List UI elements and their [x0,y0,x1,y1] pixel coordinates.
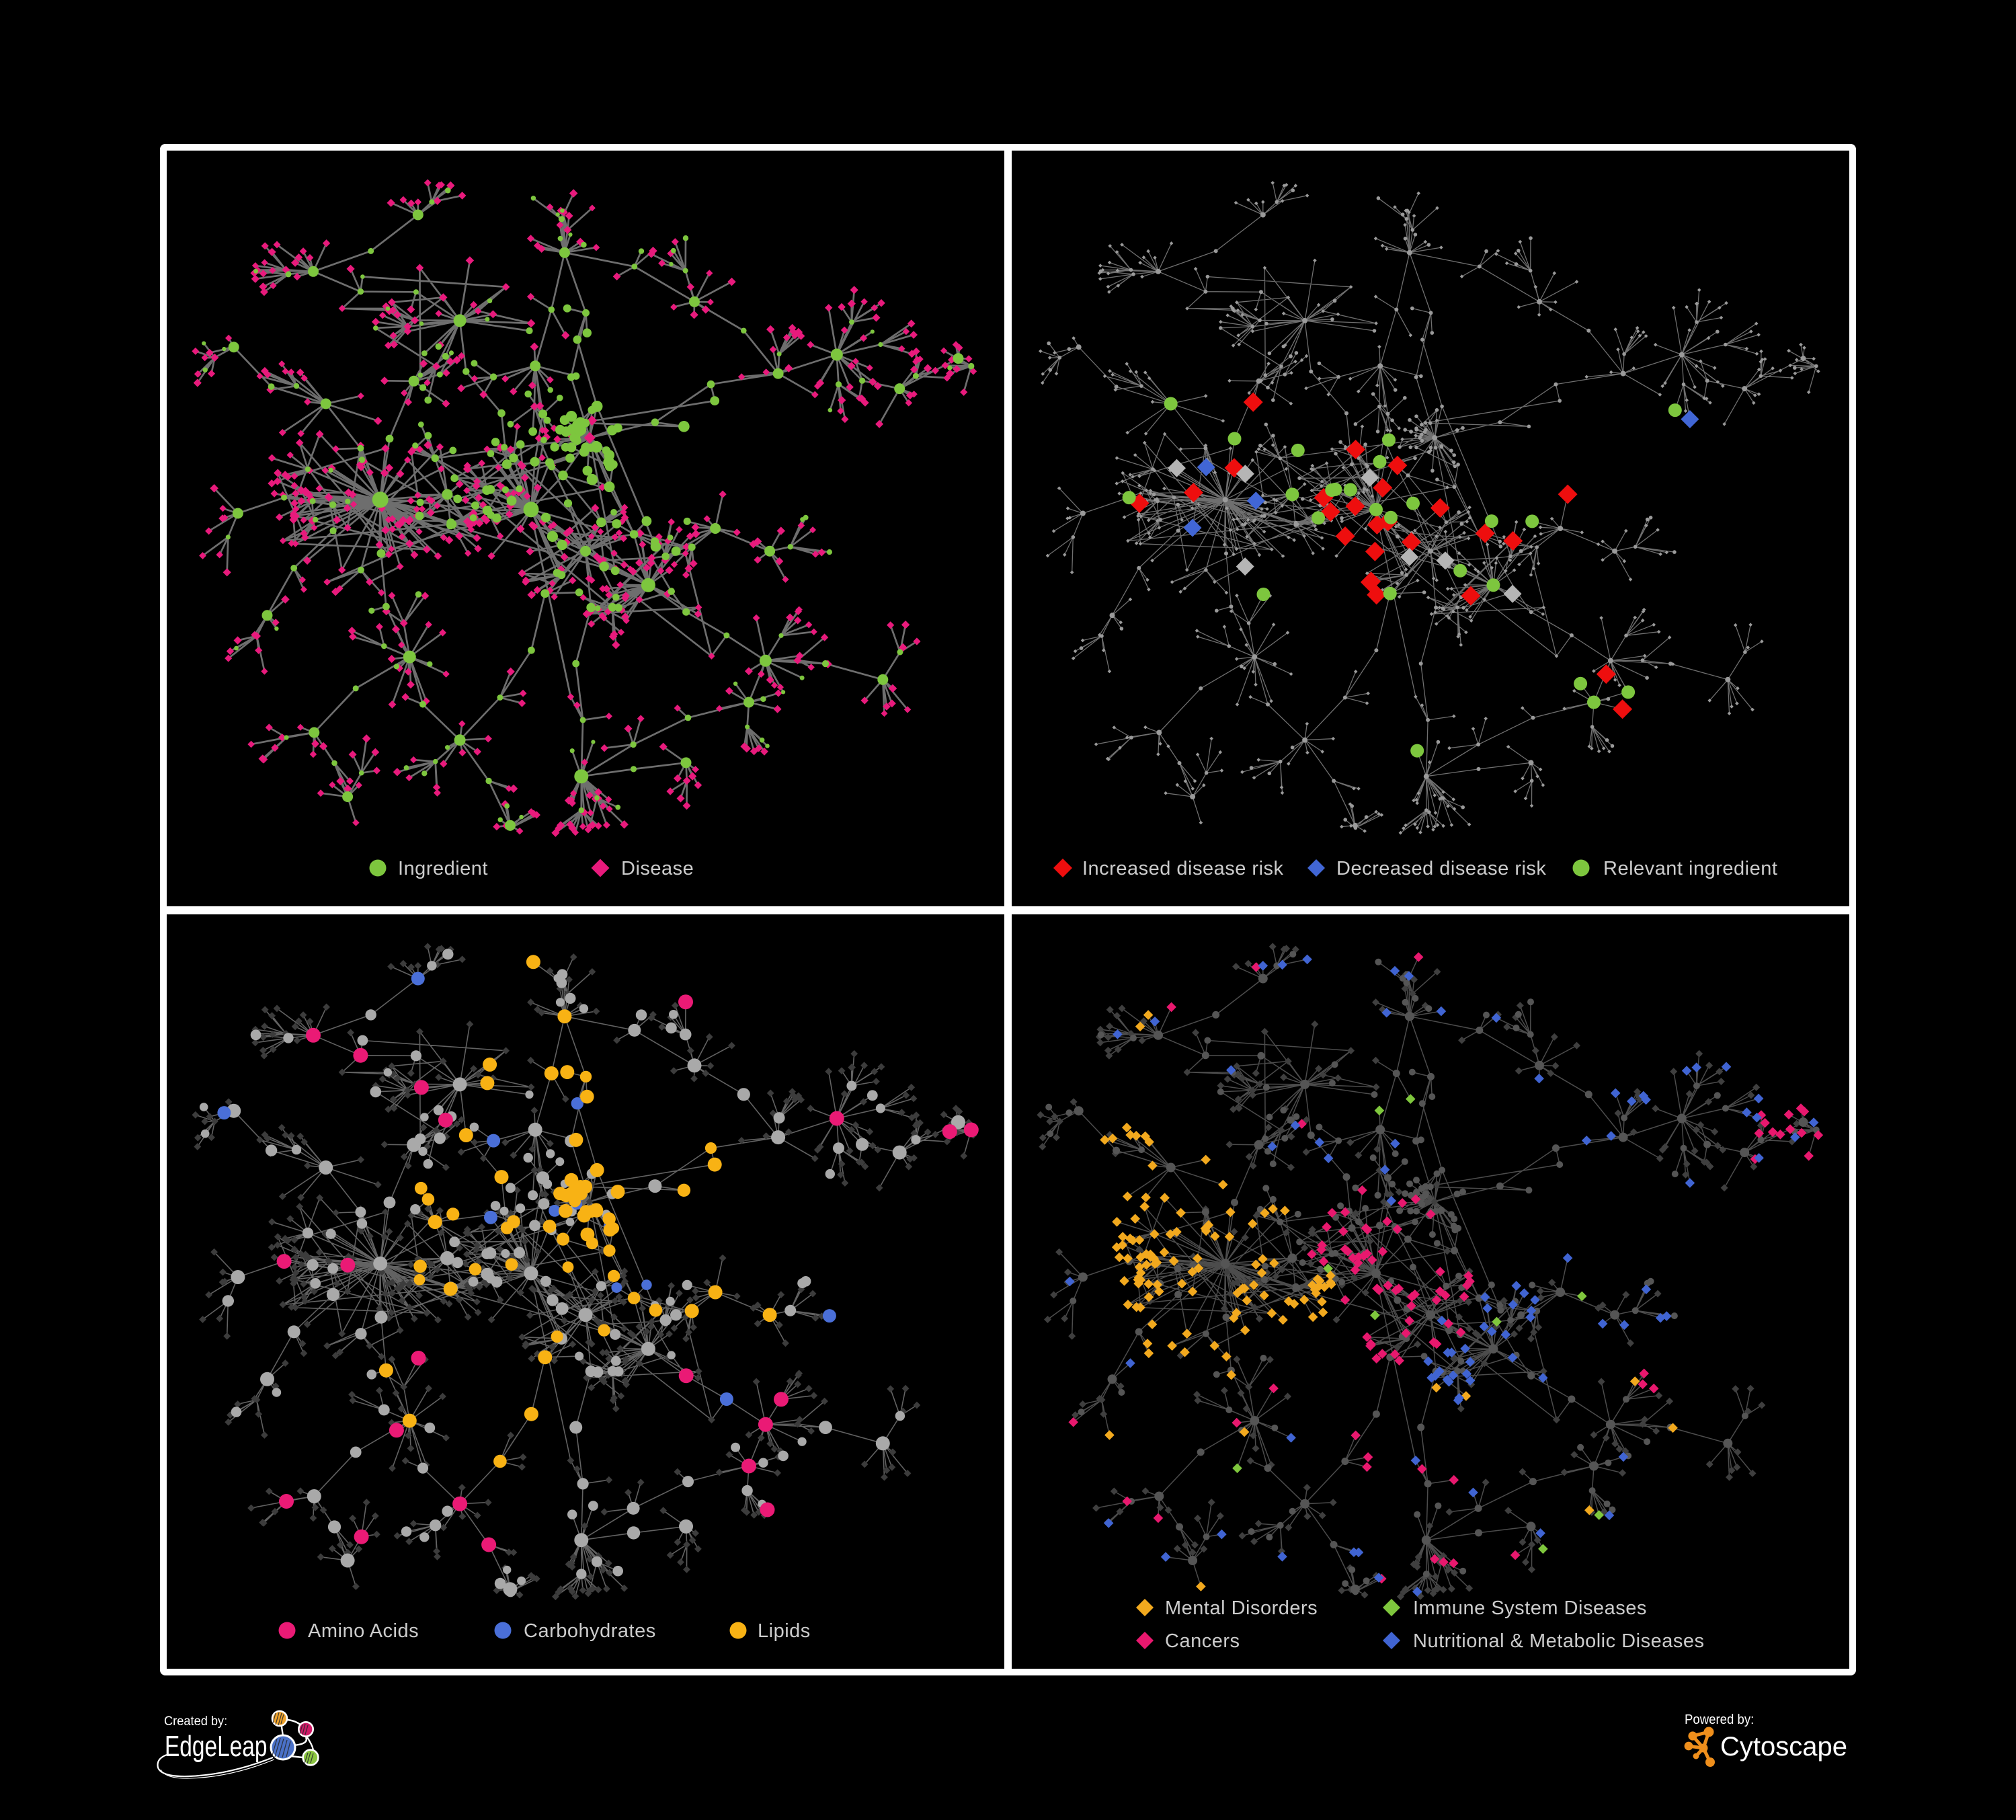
svg-text:EdgeLeap: EdgeLeap [165,1731,267,1763]
svg-text:Cytoscape: Cytoscape [1720,1732,1847,1762]
svg-text:Decreased disease risk: Decreased disease risk [1336,858,1546,879]
svg-text:Nutritional & Metabolic Diseas: Nutritional & Metabolic Diseases [1413,1630,1704,1652]
svg-text:Lipids: Lipids [758,1620,811,1642]
svg-text:Disease: Disease [621,858,694,879]
svg-text:Amino Acids: Amino Acids [308,1620,419,1642]
svg-text:Powered by:: Powered by: [1685,1712,1754,1727]
svg-text:Created by:: Created by: [164,1714,227,1728]
svg-text:Cancers: Cancers [1165,1630,1240,1652]
svg-text:Mental Disorders: Mental Disorders [1165,1597,1318,1619]
svg-text:Ingredient: Ingredient [398,858,488,879]
svg-text:Immune System Diseases: Immune System Diseases [1413,1597,1647,1619]
svg-text:Relevant ingredient: Relevant ingredient [1603,858,1777,879]
svg-text:Carbohydrates: Carbohydrates [524,1620,656,1642]
svg-text:Increased disease risk: Increased disease risk [1082,858,1284,879]
